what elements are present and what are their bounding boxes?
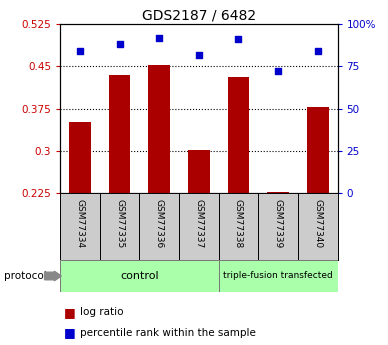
- Point: [196, 52, 202, 57]
- Text: GSM77338: GSM77338: [234, 199, 243, 248]
- Bar: [109, 75, 130, 193]
- Text: ■: ■: [64, 306, 76, 319]
- Title: GDS2187 / 6482: GDS2187 / 6482: [142, 9, 256, 23]
- Text: GSM77336: GSM77336: [155, 199, 164, 248]
- Bar: [188, 150, 210, 193]
- Bar: [267, 191, 289, 193]
- Point: [236, 37, 242, 42]
- Text: GSM77339: GSM77339: [274, 199, 282, 248]
- Text: percentile rank within the sample: percentile rank within the sample: [80, 328, 255, 338]
- Text: GSM77334: GSM77334: [75, 199, 85, 248]
- Text: ■: ■: [64, 326, 76, 339]
- Text: protocol: protocol: [4, 271, 47, 281]
- Text: control: control: [120, 271, 159, 281]
- Bar: [69, 122, 91, 193]
- Point: [275, 69, 281, 74]
- Text: GSM77340: GSM77340: [313, 199, 322, 248]
- Point: [315, 48, 321, 54]
- Bar: [307, 107, 329, 193]
- Bar: [148, 65, 170, 193]
- Point: [77, 48, 83, 54]
- Text: GSM77335: GSM77335: [115, 199, 124, 248]
- Text: log ratio: log ratio: [80, 307, 123, 317]
- Text: triple-fusion transfected: triple-fusion transfected: [223, 272, 333, 280]
- Bar: [219, 260, 338, 292]
- Bar: [228, 77, 249, 193]
- Point: [116, 42, 123, 47]
- Text: GSM77337: GSM77337: [194, 199, 203, 248]
- Bar: [60, 260, 219, 292]
- Point: [156, 35, 162, 40]
